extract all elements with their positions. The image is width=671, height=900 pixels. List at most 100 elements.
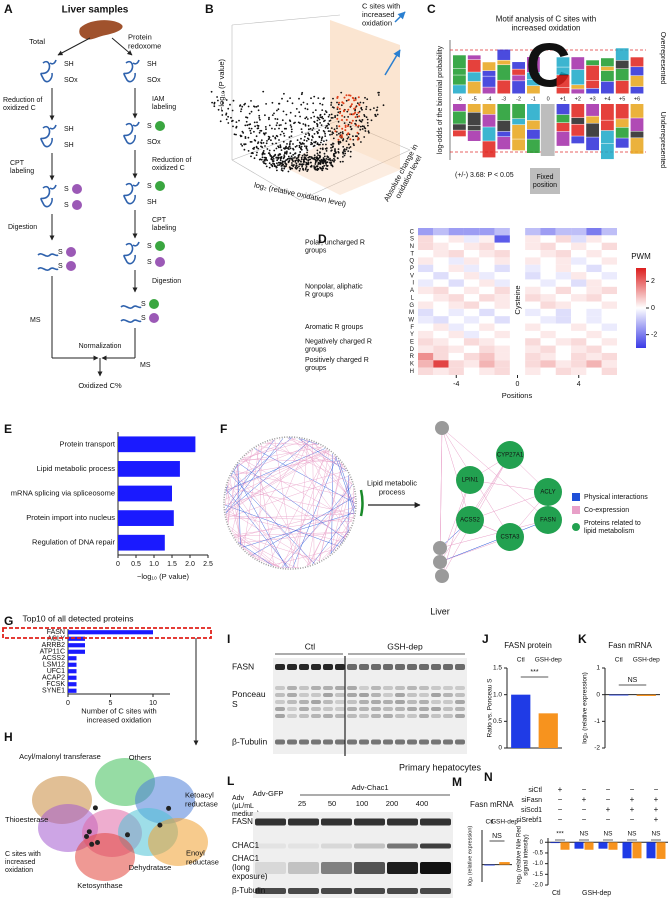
panel-label: G — [4, 614, 13, 628]
scatter-dot — [340, 104, 343, 107]
heatmap-cell — [540, 272, 556, 280]
heatmap-cell — [555, 286, 572, 295]
scatter-dot — [279, 153, 282, 156]
logo-letter — [630, 131, 644, 138]
heatmap-cell — [494, 294, 510, 302]
scatter-dot — [300, 143, 302, 146]
logo-letter — [586, 123, 599, 137]
scatter-dot-highlight — [336, 117, 339, 120]
heatmap-cell — [540, 301, 556, 309]
heatmap-cell — [433, 367, 449, 375]
ponceau-band — [311, 714, 321, 718]
scatter-dot — [322, 143, 324, 146]
group-label: SOx — [64, 77, 78, 84]
row-label: FASN — [232, 817, 253, 826]
scatter-dot — [278, 139, 280, 141]
network-edge — [278, 438, 349, 532]
heatmap-cell — [555, 345, 572, 353]
row-label: Q — [409, 259, 414, 265]
bar — [646, 842, 656, 859]
oxidized-site — [84, 834, 89, 839]
bar — [511, 694, 531, 748]
heatmap-cell — [433, 308, 449, 317]
blot-band — [255, 888, 286, 894]
scatter-dot — [244, 124, 247, 127]
network-edge — [234, 507, 355, 538]
scatter-dot — [253, 157, 256, 160]
fixed-position-box — [530, 168, 560, 194]
scatter-dot — [303, 159, 305, 161]
heatmap-cell — [555, 279, 572, 287]
protein-domain — [38, 804, 98, 852]
heatmap-cell — [571, 235, 587, 243]
scatter-dot — [286, 143, 288, 145]
scatter-dot — [335, 125, 338, 127]
label: Ctl — [305, 641, 316, 651]
heatmap-cell — [463, 301, 480, 309]
scatter-dot — [271, 165, 274, 168]
logo-letter — [586, 137, 599, 151]
row-label: CHAC1 — [232, 841, 260, 850]
scatter-dot — [290, 135, 293, 138]
scatter-dot — [276, 162, 278, 165]
logo-letter — [467, 104, 481, 113]
condition-sign: + — [558, 785, 563, 794]
scatter-dot — [232, 125, 234, 128]
scatter-dot — [310, 97, 312, 100]
scatter-dot — [336, 157, 339, 159]
heatmap-cell — [448, 316, 464, 324]
scatter-dot — [255, 154, 258, 157]
scatter-dot-highlight — [344, 129, 347, 132]
heatmap-cell — [433, 286, 449, 295]
legend-label: Ctl — [552, 890, 561, 897]
bar — [609, 694, 629, 696]
ponceau-band — [299, 700, 309, 704]
ponceau-band — [383, 714, 393, 718]
scatter-dot — [247, 150, 250, 152]
scatter-dot — [275, 147, 278, 150]
ponceau-band — [431, 686, 441, 690]
scatter-dot — [306, 170, 309, 173]
scatter-dot — [225, 113, 228, 116]
group-label: SH — [147, 199, 157, 206]
scatter-dot — [317, 97, 320, 99]
scatter-dot — [213, 102, 216, 105]
scatter-dot — [305, 146, 308, 149]
ponceau-band — [287, 700, 297, 704]
scatter-dot — [333, 128, 336, 131]
scatter-dot — [325, 150, 328, 152]
logo-letter — [586, 60, 599, 66]
heatmap-cell — [525, 242, 541, 251]
heatmap-cell — [540, 286, 556, 295]
heatmap-cell — [418, 345, 434, 353]
heatmap-cell — [479, 228, 495, 236]
heatmap-cell — [448, 308, 464, 317]
scatter-dot — [300, 148, 302, 150]
network-edge — [243, 456, 311, 565]
ponceau-band — [455, 693, 465, 697]
condition-sign: + — [654, 815, 659, 824]
label-ball — [66, 261, 76, 271]
ponceau-band — [431, 700, 441, 704]
scatter-dot — [332, 137, 335, 140]
bar — [538, 713, 558, 748]
scatter-dot — [300, 137, 302, 140]
label: Motif analysis of C sites with increased … — [496, 15, 596, 33]
network-edge — [242, 512, 355, 548]
scatter-dot — [253, 130, 255, 133]
bar — [584, 842, 594, 850]
position-label: +4 — [604, 96, 610, 102]
scatter-dot — [217, 99, 219, 102]
panel-label: C — [427, 2, 436, 16]
scatter-dot — [287, 170, 290, 173]
panel-label: L — [227, 774, 234, 788]
heatmap-cell — [540, 235, 556, 243]
bar — [68, 688, 77, 693]
scatter-dot — [308, 156, 311, 158]
heatmap-cell — [540, 352, 556, 361]
scatter-dot — [276, 122, 279, 124]
logo-letter — [482, 127, 496, 141]
heatmap-cell — [586, 228, 602, 236]
logo-letter — [571, 104, 585, 118]
legend-label: Ctl — [517, 657, 526, 664]
